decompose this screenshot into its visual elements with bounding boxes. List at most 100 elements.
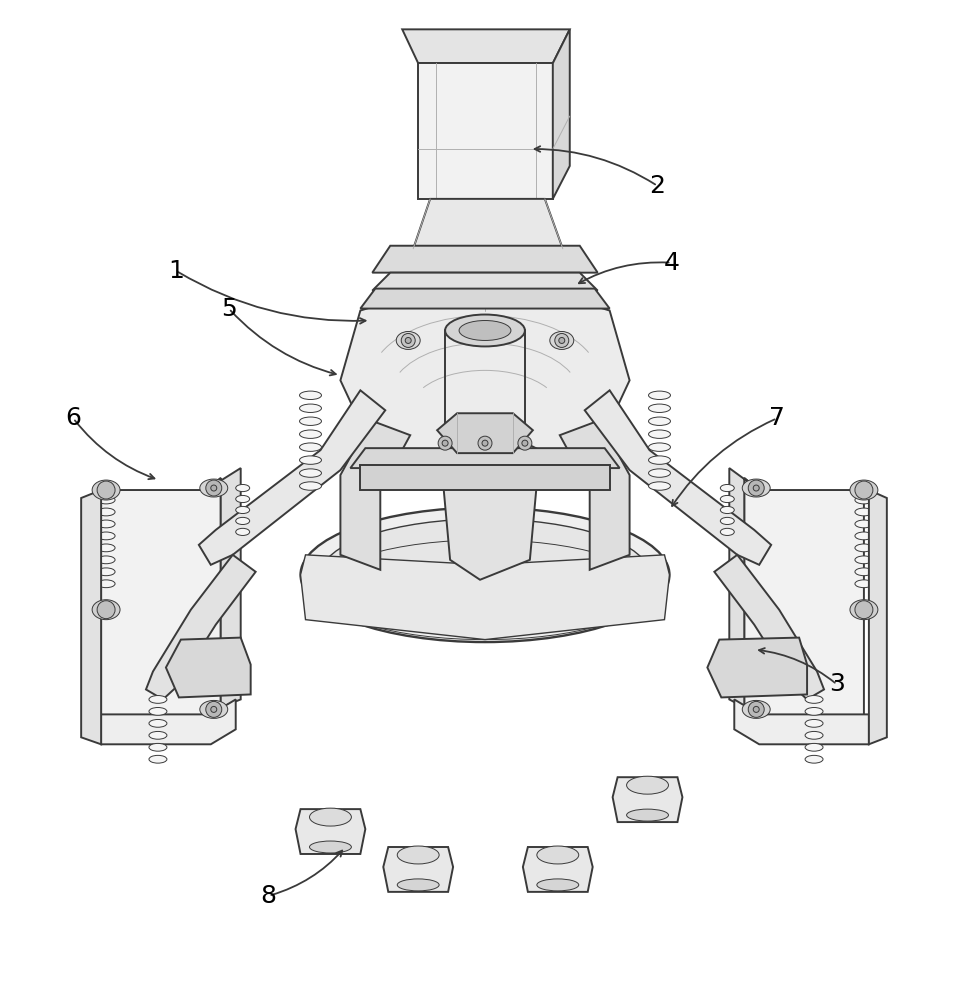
Ellipse shape [149,696,167,703]
Ellipse shape [200,479,228,497]
Ellipse shape [849,480,877,500]
Ellipse shape [626,776,668,794]
Ellipse shape [648,391,670,400]
Polygon shape [440,440,540,580]
Polygon shape [522,847,592,892]
Ellipse shape [648,417,670,425]
Ellipse shape [396,331,420,349]
Ellipse shape [458,425,511,445]
Ellipse shape [235,484,249,492]
Circle shape [558,337,564,343]
Polygon shape [372,273,597,291]
Polygon shape [418,63,552,199]
Polygon shape [101,699,235,744]
Ellipse shape [549,331,573,349]
Ellipse shape [536,846,578,864]
Polygon shape [402,29,569,63]
Ellipse shape [854,508,872,516]
Ellipse shape [720,506,734,514]
Ellipse shape [97,532,115,540]
Ellipse shape [804,731,822,739]
Ellipse shape [458,321,511,340]
Circle shape [521,440,527,446]
Ellipse shape [299,430,321,438]
Text: 5: 5 [221,297,236,321]
Ellipse shape [97,508,115,516]
Polygon shape [145,555,256,699]
Circle shape [747,701,764,717]
Ellipse shape [309,841,351,853]
Circle shape [210,485,216,491]
Polygon shape [340,420,410,570]
Circle shape [210,706,216,712]
Text: 2: 2 [649,174,665,198]
Polygon shape [360,289,609,309]
Ellipse shape [149,755,167,763]
Polygon shape [166,638,250,697]
Ellipse shape [854,568,872,576]
Circle shape [405,337,411,343]
Ellipse shape [92,600,120,620]
Polygon shape [296,809,365,854]
Ellipse shape [854,556,872,564]
Ellipse shape [149,731,167,739]
Polygon shape [713,555,824,699]
Ellipse shape [849,600,877,620]
Ellipse shape [149,719,167,727]
Ellipse shape [445,315,524,346]
Ellipse shape [92,480,120,500]
Polygon shape [340,273,629,455]
Ellipse shape [235,517,249,525]
Circle shape [438,436,452,450]
Polygon shape [706,638,806,697]
Circle shape [482,440,487,446]
Polygon shape [729,468,759,707]
Ellipse shape [720,528,734,535]
Ellipse shape [626,809,668,821]
Text: 6: 6 [65,406,81,430]
Ellipse shape [97,580,115,588]
Text: 3: 3 [828,672,844,696]
Circle shape [97,481,115,499]
Ellipse shape [536,879,578,891]
Text: 4: 4 [663,251,678,275]
Ellipse shape [741,479,769,497]
Polygon shape [300,555,669,640]
Ellipse shape [299,417,321,425]
Ellipse shape [854,544,872,552]
Ellipse shape [299,404,321,412]
Ellipse shape [235,528,249,535]
Polygon shape [350,448,619,468]
Text: 7: 7 [768,406,784,430]
Ellipse shape [149,743,167,751]
Ellipse shape [720,495,734,503]
Ellipse shape [648,456,670,464]
Circle shape [747,480,764,496]
Ellipse shape [97,544,115,552]
Ellipse shape [299,469,321,477]
Polygon shape [612,777,682,822]
Polygon shape [205,468,240,707]
Circle shape [442,440,448,446]
Ellipse shape [200,700,228,718]
Polygon shape [413,199,562,249]
Ellipse shape [854,520,872,528]
Ellipse shape [854,532,872,540]
Circle shape [205,701,222,717]
Ellipse shape [804,755,822,763]
Polygon shape [743,478,863,719]
Polygon shape [101,478,221,719]
Ellipse shape [97,520,115,528]
Ellipse shape [804,743,822,751]
Circle shape [854,481,872,499]
Polygon shape [360,465,609,490]
Polygon shape [81,490,101,744]
Ellipse shape [299,482,321,490]
Ellipse shape [299,443,321,451]
Circle shape [753,706,759,712]
Ellipse shape [648,443,670,451]
Ellipse shape [299,391,321,400]
Polygon shape [552,29,569,199]
Ellipse shape [235,506,249,514]
Circle shape [753,485,759,491]
